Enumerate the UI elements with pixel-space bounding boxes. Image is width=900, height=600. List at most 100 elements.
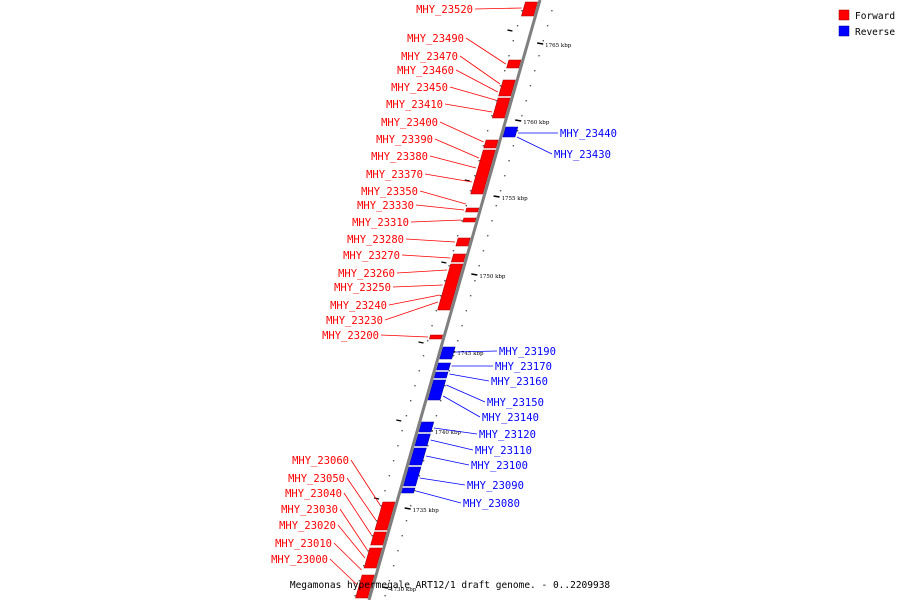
tick-dot <box>435 415 438 417</box>
tick-dot <box>469 190 472 192</box>
label-leader-line <box>425 455 470 466</box>
tick-dot <box>401 535 403 537</box>
forward-gene-label: MHY_23490 <box>407 33 464 45</box>
forward-gene-block <box>374 501 396 531</box>
tick-dot <box>375 520 378 522</box>
tick-dot <box>499 190 502 192</box>
tick-dot <box>405 415 408 417</box>
tick-label: 1735 kbp <box>413 508 440 514</box>
label-leader-line <box>449 86 496 101</box>
tick-mark <box>493 195 500 198</box>
tick-dot <box>422 460 425 462</box>
reverse-gene-block <box>418 421 435 433</box>
forward-gene-label: MHY_23030 <box>281 504 338 516</box>
tick-dot <box>474 280 476 282</box>
tick-label: 1760 kbp <box>523 120 550 126</box>
reverse-gene-label: MHY_23150 <box>487 397 544 409</box>
legend-reverse-swatch <box>838 25 850 37</box>
tick-dot <box>452 355 455 357</box>
tick-dot <box>516 25 519 27</box>
reverse-gene-label: MHY_23080 <box>463 498 520 510</box>
tick-dot <box>457 340 459 342</box>
forward-gene-label: MHY_23260 <box>338 268 395 280</box>
tick-dot <box>504 175 506 177</box>
label-leader-line <box>333 542 362 571</box>
tick-dot <box>529 85 532 87</box>
tick-dot <box>521 10 523 12</box>
forward-gene-label: MHY_23010 <box>275 538 332 550</box>
tick-mark <box>471 273 478 276</box>
label-leader-line <box>350 459 381 506</box>
forward-gene-block <box>455 237 471 247</box>
forward-gene-label: MHY_23230 <box>326 315 383 327</box>
tick-dot <box>435 310 438 312</box>
tick-dot <box>444 385 446 387</box>
reverse-gene-label: MHY_23430 <box>554 149 611 161</box>
tick-dot <box>384 595 386 597</box>
reverse-gene-block <box>427 379 447 401</box>
tick-dot <box>542 40 544 42</box>
gene-labels: MHY_23520 MHY_23490 MHY_23470 MHY_23460 MHY_… <box>271 4 617 586</box>
label-leader-line <box>339 508 368 551</box>
forward-gene-label: MHY_23380 <box>371 151 428 163</box>
reverse-gene-label: MHY_23110 <box>475 445 532 457</box>
label-leader-line <box>384 301 439 321</box>
forward-gene-label: MHY_23390 <box>376 134 433 146</box>
tick-dot <box>410 400 412 402</box>
tick-dot <box>367 550 369 552</box>
tick-dot <box>508 160 510 162</box>
forward-gene-block <box>363 547 383 569</box>
legend: Forward Reverse <box>838 9 895 38</box>
reverse-gene-label: MHY_23120 <box>479 429 536 441</box>
tick-dot <box>508 55 510 57</box>
reverse-gene-block <box>433 371 449 379</box>
reverse-gene-block <box>403 466 422 487</box>
tick-dot <box>354 595 356 597</box>
tick-dot <box>538 55 540 57</box>
label-leader-line <box>430 439 474 451</box>
tick-dot <box>418 475 421 477</box>
legend-forward-swatch <box>838 9 850 21</box>
tick-dot <box>486 130 489 132</box>
tick-dot <box>422 355 425 357</box>
tick-dot <box>414 490 416 492</box>
label-leader-line <box>424 173 473 183</box>
reverse-gene-label: MHY_23090 <box>467 480 524 492</box>
forward-gene-block <box>428 334 443 340</box>
forward-gene-label: MHY_23000 <box>271 554 328 566</box>
forward-gene-label: MHY_23240 <box>330 300 387 312</box>
label-leader-line <box>455 350 498 353</box>
tick-dot <box>384 490 386 492</box>
label-leader-line <box>405 238 456 243</box>
tick-dot <box>427 340 429 342</box>
label-leader-line <box>401 254 451 259</box>
tick-dot <box>418 370 420 372</box>
reverse-gene-label: MHY_23440 <box>560 128 617 140</box>
tick-label: 1740 kbp <box>435 430 462 436</box>
tick-dot <box>516 130 519 132</box>
label-leader-line <box>346 477 377 521</box>
tick-dot <box>474 175 476 177</box>
tick-dot <box>465 310 468 312</box>
label-leader-line <box>442 395 481 418</box>
tick-label: 1730 kbp <box>390 587 417 593</box>
tick-dot <box>525 100 527 102</box>
forward-gene-block <box>483 139 499 149</box>
forward-gene-block <box>355 574 375 599</box>
forward-gene-label: MHY_23310 <box>352 217 409 229</box>
tick-dot <box>397 550 399 552</box>
tick-dot <box>499 85 502 87</box>
label-leader-line <box>396 269 448 274</box>
label-leader-line <box>444 103 493 113</box>
tick-dot <box>482 145 485 147</box>
tick-dot <box>410 505 412 507</box>
tick-mark <box>404 507 411 510</box>
tick-dot <box>427 445 429 447</box>
tick-dot <box>452 250 455 252</box>
reverse-gene-block <box>409 447 427 466</box>
label-leader-line <box>474 7 522 10</box>
label-leader-line <box>433 427 478 435</box>
label-leader-line <box>410 219 462 223</box>
reverse-gene-block <box>436 362 451 371</box>
forward-gene-block <box>465 207 480 213</box>
